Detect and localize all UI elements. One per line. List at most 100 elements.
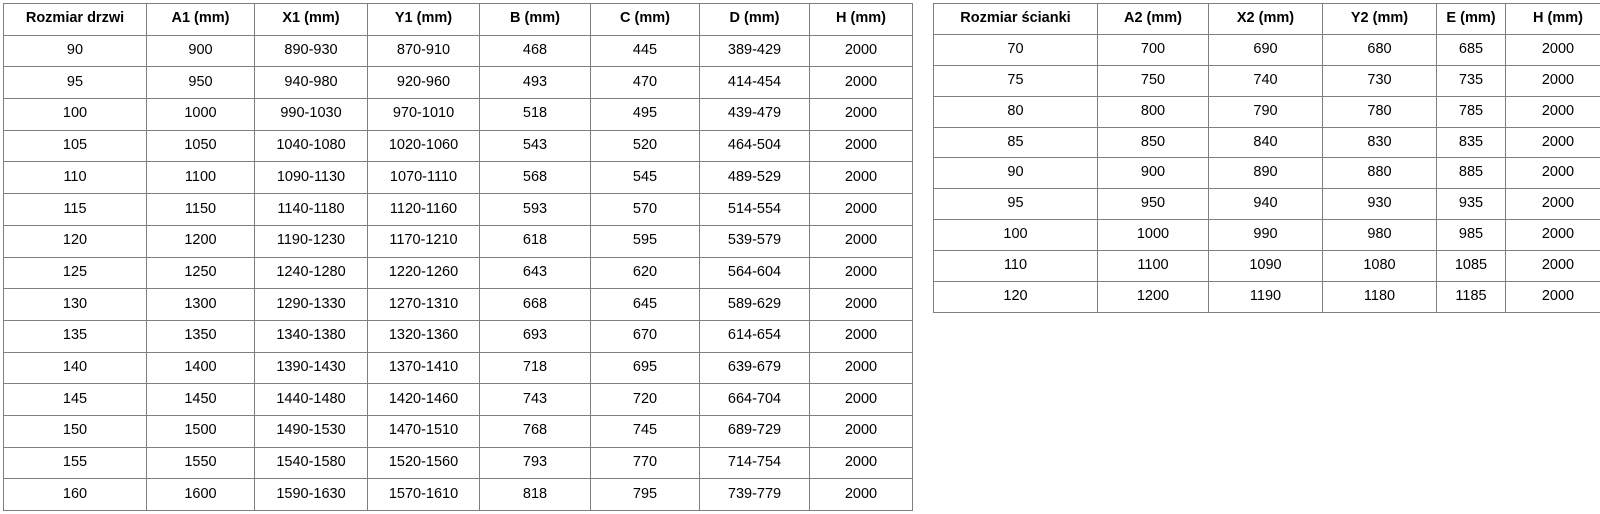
doors-data-cell: 155 (3, 446, 147, 480)
walls-data-cell: 885 (1436, 157, 1506, 190)
table-row: 90 900 890 880 885 2000 (933, 157, 1600, 190)
doors-header-cell: B (mm) (479, 3, 591, 36)
doors-data-cell: 795 (590, 478, 700, 511)
walls-data-cell: 735 (1436, 64, 1506, 97)
table-row: 160 1600 1590-1630 1570-1610 818 795 739-779 20… (3, 478, 913, 511)
doors-data-cell: 470 (590, 66, 700, 100)
walls-data-cell: 1100 (1097, 250, 1209, 283)
doors-data-cell: 1520-1560 (367, 446, 480, 480)
doors-data-cell: 1540-1580 (254, 446, 368, 480)
doors-data-cell: 1070-1110 (367, 161, 480, 195)
walls-data-cell: 120 (933, 281, 1098, 313)
doors-data-cell: 1350 (146, 319, 255, 353)
doors-data-cell: 639-679 (699, 351, 810, 385)
walls-data-cell: 80 (933, 95, 1098, 128)
doors-data-cell: 1120-1160 (367, 193, 480, 226)
table-row: 95 950 940-980 920-960 493 470 414-454 2000 (3, 66, 913, 100)
doors-data-cell: 2000 (809, 414, 913, 448)
walls-data-cell: 990 (1208, 219, 1323, 252)
doors-data-cell: 1340-1380 (254, 319, 368, 353)
doors-data-cell: 2000 (809, 98, 913, 131)
doors-data-cell: 664-704 (699, 383, 810, 416)
walls-data-cell: 1085 (1436, 250, 1506, 283)
doors-data-cell: 545 (590, 161, 700, 195)
doors-data-cell: 1470-1510 (367, 414, 480, 448)
doors-data-cell: 1320-1360 (367, 319, 480, 353)
doors-data-cell: 1170-1210 (367, 224, 480, 258)
walls-data-cell: 840 (1208, 126, 1323, 159)
doors-data-cell: 745 (590, 414, 700, 448)
table-row: 120 1200 1190 1180 1185 2000 (933, 281, 1600, 313)
walls-data-cell: 835 (1436, 126, 1506, 159)
doors-data-cell: 115 (3, 193, 147, 226)
doors-data-cell: 1200 (146, 224, 255, 258)
walls-data-cell: 1185 (1436, 281, 1506, 313)
doors-data-cell: 620 (590, 256, 700, 290)
doors-table-body: 90 900 890-930 870-910 468 445 389-429 2000 95 95… (3, 34, 913, 511)
walls-data-cell: 780 (1322, 95, 1437, 128)
doors-data-cell: 2000 (809, 256, 913, 290)
walls-data-cell: 985 (1436, 219, 1506, 252)
doors-data-cell: 1420-1460 (367, 383, 480, 416)
doors-data-cell: 670 (590, 319, 700, 353)
walls-data-cell: 685 (1436, 33, 1506, 66)
doors-data-cell: 643 (479, 256, 591, 290)
doors-data-cell: 514-554 (699, 193, 810, 226)
doors-data-cell: 1050 (146, 129, 255, 163)
table-row: 155 1550 1540-1580 1520-1560 793 770 714-754 20… (3, 446, 913, 480)
doors-data-cell: 1570-1610 (367, 478, 480, 511)
doors-data-cell: 2000 (809, 383, 913, 416)
doors-data-cell: 2000 (809, 224, 913, 258)
table-row: 80 800 790 780 785 2000 (933, 95, 1600, 128)
table-row: 105 1050 1040-1080 1020-1060 543 520 464-504 20… (3, 129, 913, 163)
doors-data-cell: 739-779 (699, 478, 810, 511)
walls-data-cell: 750 (1097, 64, 1209, 97)
doors-data-cell: 1370-1410 (367, 351, 480, 385)
walls-data-cell: 2000 (1505, 250, 1600, 283)
walls-data-cell: 1180 (1322, 281, 1437, 313)
doors-header-cell: D (mm) (699, 3, 810, 36)
walls-data-cell: 1000 (1097, 219, 1209, 252)
table-row: 150 1500 1490-1530 1470-1510 768 745 689-729 20… (3, 414, 913, 448)
walls-data-cell: 2000 (1505, 157, 1600, 190)
walls-data-cell: 900 (1097, 157, 1209, 190)
doors-data-cell: 414-454 (699, 66, 810, 100)
walls-data-cell: 880 (1322, 157, 1437, 190)
doors-data-cell: 145 (3, 383, 147, 416)
doors-data-cell: 1440-1480 (254, 383, 368, 416)
doors-data-cell: 439-479 (699, 98, 810, 131)
table-row: 115 1150 1140-1180 1120-1160 593 570 514-554 20… (3, 193, 913, 226)
table-row: 130 1300 1290-1330 1270-1310 668 645 589-629 20… (3, 288, 913, 321)
walls-data-cell: 730 (1322, 64, 1437, 97)
doors-data-cell: 1550 (146, 446, 255, 480)
table-row: 125 1250 1240-1280 1220-1260 643 620 564-604 20… (3, 256, 913, 290)
doors-data-cell: 110 (3, 161, 147, 195)
doors-data-cell: 770 (590, 446, 700, 480)
doors-data-cell: 160 (3, 478, 147, 511)
doors-data-cell: 495 (590, 98, 700, 131)
doors-data-cell: 2000 (809, 478, 913, 511)
walls-data-cell: 1190 (1208, 281, 1323, 313)
walls-data-cell: 2000 (1505, 281, 1600, 313)
walls-data-cell: 690 (1208, 33, 1323, 66)
walls-data-cell: 1090 (1208, 250, 1323, 283)
doors-data-cell: 645 (590, 288, 700, 321)
doors-data-cell: 389-429 (699, 34, 810, 68)
doors-data-cell: 150 (3, 414, 147, 448)
doors-data-cell: 140 (3, 351, 147, 385)
doors-data-cell: 940-980 (254, 66, 368, 100)
walls-data-cell: 100 (933, 219, 1098, 252)
walls-data-cell: 75 (933, 64, 1098, 97)
doors-data-cell: 718 (479, 351, 591, 385)
doors-data-cell: 1490-1530 (254, 414, 368, 448)
doors-data-cell: 1300 (146, 288, 255, 321)
doors-data-cell: 1090-1130 (254, 161, 368, 195)
walls-data-cell: 740 (1208, 64, 1323, 97)
doors-data-cell: 1390-1430 (254, 351, 368, 385)
table-row: 145 1450 1440-1480 1420-1460 743 720 664-704 20… (3, 383, 913, 416)
doors-data-cell: 689-729 (699, 414, 810, 448)
walls-data-cell: 935 (1436, 188, 1506, 221)
doors-data-cell: 1140-1180 (254, 193, 368, 226)
walls-header-cell: H (mm) (1505, 3, 1600, 35)
